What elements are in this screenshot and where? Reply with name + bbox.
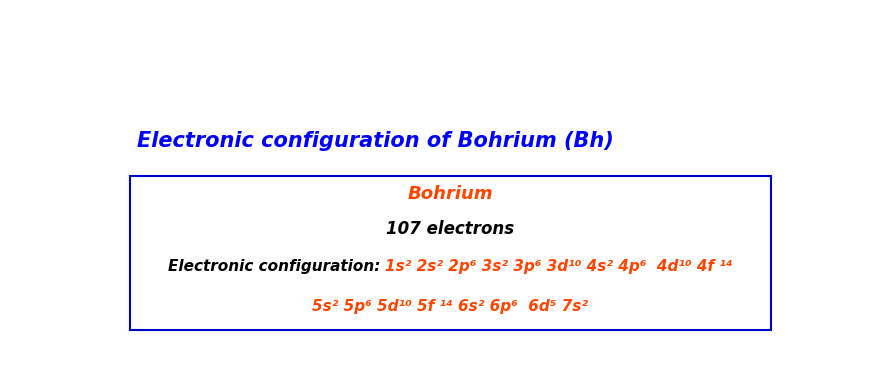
Text: 5s² 5p⁶ 5d¹⁰ 5f ¹⁴ 6s² 6p⁶  6d⁵ 7s²: 5s² 5p⁶ 5d¹⁰ 5f ¹⁴ 6s² 6p⁶ 6d⁵ 7s² — [313, 299, 587, 314]
Text: 1s² 2s² 2p⁶ 3s² 3p⁶ 3d¹⁰ 4s² 4p⁶  4d¹⁰ 4f ¹⁴: 1s² 2s² 2p⁶ 3s² 3p⁶ 3d¹⁰ 4s² 4p⁶ 4d¹⁰ 4f… — [385, 259, 732, 274]
Text: Electronic configuration of Bohrium (Bh): Electronic configuration of Bohrium (Bh) — [137, 131, 613, 151]
FancyBboxPatch shape — [130, 176, 770, 330]
Text: Electronic configuration:: Electronic configuration: — [168, 259, 385, 274]
Text: 107 electrons: 107 electrons — [386, 220, 514, 238]
Text: Bohrium: Bohrium — [407, 185, 493, 203]
